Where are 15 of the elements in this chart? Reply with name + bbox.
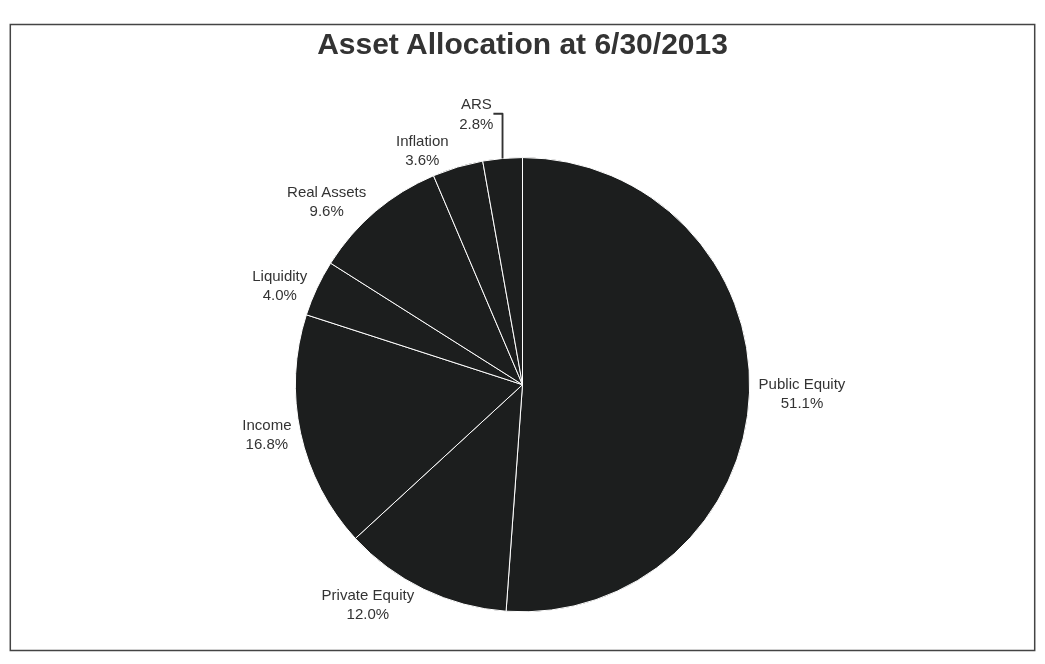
slice-label: Public Equity <box>758 374 846 392</box>
data-label: 3.6% <box>405 151 440 169</box>
slice-label: Real Assets <box>287 182 367 200</box>
data-label: 4.0% <box>262 286 297 304</box>
data-label: 51.1% <box>780 394 824 412</box>
data-label: 2.8% <box>459 114 494 132</box>
slice-label: Private Equity <box>321 585 415 603</box>
slice-label: Liquidity <box>252 266 308 284</box>
data-label: 12.0% <box>346 605 390 623</box>
data-label: 9.6% <box>309 202 344 220</box>
slice-label: Inflation <box>396 131 449 149</box>
slice-label: Income <box>242 415 292 433</box>
chart-title: Asset Allocation at 6/30/2013 <box>317 27 728 61</box>
slice-label: ARS <box>460 95 492 113</box>
data-label: 16.8% <box>245 435 289 453</box>
